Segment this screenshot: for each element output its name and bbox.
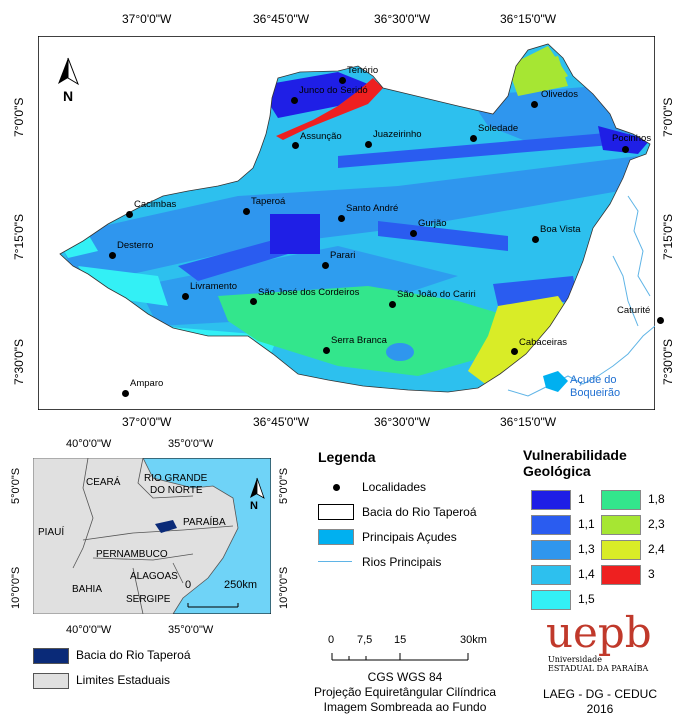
vuln-swatch-3 [531,540,571,560]
inset-frame [33,458,271,614]
rivers [507,195,655,397]
credits-line2: 2016 [586,702,614,716]
vuln-swatch-8 [601,540,641,560]
basin-outline-swatch [318,504,354,520]
north-label: N [63,88,74,104]
inset-left-coord-2: 10°0'0"S [10,566,22,609]
vuln-swatch-2 [531,515,571,535]
top-coord-2: 36°45'0"W [253,12,310,26]
vuln-swatch-4 [531,565,571,585]
inset-scale-zero: 0 [185,579,192,591]
inset-right-coord-1: 5°0'0"S [278,467,290,504]
boqueirao-reservoir [543,371,568,392]
scale-projection: Projeção Equiretângular Cilíndrica [313,685,497,699]
map-frame [38,36,655,410]
river-line-icon [318,561,352,562]
vuln-swatch-9 [601,565,641,585]
top-coord-3: 36°30'0"W [374,12,431,26]
state-rn-1: RIO GRANDE [144,473,208,484]
inset-bottom-coord-2: 35°0'0"W [168,624,214,636]
inset-bottom-coord-1: 40°0'0"W [66,624,112,636]
legend-basin: Bacia do Rio Taperoá [362,505,477,519]
vuln-label-3: 1,3 [578,542,595,556]
scale-line [331,653,469,661]
scale-tick-2: 15 [394,634,407,646]
state-pernambuco: PERNAMBUCO [96,549,168,560]
vuln-label-9: 3 [648,567,655,581]
uepb-logo: uepb Universidade ESTADUAL DA PARAÍBA [546,608,658,674]
bottom-coord-1: 37°0'0"W [122,415,172,429]
state-bahia: BAHIA [72,584,103,595]
scale-shading: Imagem Sombreada ao Fundo [323,700,487,714]
left-coord-3: 7°30'0"S [12,338,26,385]
bottom-coord-2: 36°45'0"W [253,415,310,429]
uepb-line2: ESTADUAL DA PARAÍBA [548,664,649,673]
vuln-title-1: Vulnerabilidade [523,447,627,463]
state-paraiba: PARAÍBA [183,517,226,528]
inset-top-coord-2: 35°0'0"W [168,438,214,450]
vuln-label-2: 1,1 [578,517,595,531]
top-coord-4: 36°15'0"W [500,12,557,26]
reservoir-swatch [318,529,354,545]
states-swatch [33,673,69,689]
vuln-label-4: 1,4 [578,567,595,581]
uepb-logo-text: uepb [546,608,652,657]
scale-tick-3: 30km [460,634,487,646]
scale-tick-0: 0 [328,634,335,646]
bottom-coord-3: 36°30'0"W [374,415,431,429]
inset-scale-label: 250km [224,579,258,591]
vuln-label-1: 1 [578,492,585,506]
inset-top-coord-1: 40°0'0"W [66,438,112,450]
localidades-icon [333,484,340,491]
right-coord-3: 7°30'0"S [661,338,675,385]
states-legend-label: Limites Estaduais [76,673,171,687]
state-sergipe: SERGIPE [126,594,171,605]
state-rn-2: DO NORTE [150,485,203,496]
vuln-title-2: Geológica [523,463,591,479]
legend-localidades: Localidades [362,480,427,494]
credits-line1: LAEG - DG - CEDUC [542,687,657,701]
right-coord-1: 7°0'0"S [661,97,675,137]
bottom-coord-4: 36°15'0"W [500,415,557,429]
vuln-label-8: 2,4 [648,542,665,556]
basin-swatch [33,648,69,664]
north-arrow-icon [58,57,79,86]
vuln-label-7: 2,3 [648,517,665,531]
left-coord-2: 7°15'0"S [12,213,26,260]
vuln-swatch-6 [601,490,641,510]
scale-crs: CGS WGS 84 [367,670,443,684]
legend-title: Legenda [318,449,376,465]
basin-legend-label: Bacia do Rio Taperoá [76,648,191,662]
inset-left-coord-1: 5°0'0"S [10,467,22,504]
vuln-label-5: 1,5 [578,592,595,606]
uepb-line1: Universidade [548,655,602,664]
inset-right-coord-2: 10°0'0"S [278,566,290,609]
inset-north-label: N [250,500,258,512]
state-piaui: PIAUÍ [38,527,65,538]
top-coord-1: 37°0'0"W [122,12,172,26]
vuln-swatch-7 [601,515,641,535]
left-coord-1: 7°0'0"S [12,97,26,137]
state-ceara: CEARÁ [86,477,121,488]
reservoir-label: Açude do Boqueirão [570,374,621,399]
scale-tick-1: 7,5 [357,634,373,646]
legend-reservoirs: Principais Açudes [362,530,457,544]
legend-rivers: Rios Principais [362,555,442,569]
vuln-swatch-5 [531,590,571,610]
main-map: 37°0'0"W 36°45'0"W 36°30'0"W 36°15'0"W 3… [12,12,675,429]
inset-north-arrow-icon [250,477,265,499]
vuln-label-6: 1,8 [648,492,665,506]
state-alagoas: ALAGOAS [130,571,178,582]
vuln-swatch-1 [531,490,571,510]
right-coord-2: 7°15'0"S [661,213,675,260]
